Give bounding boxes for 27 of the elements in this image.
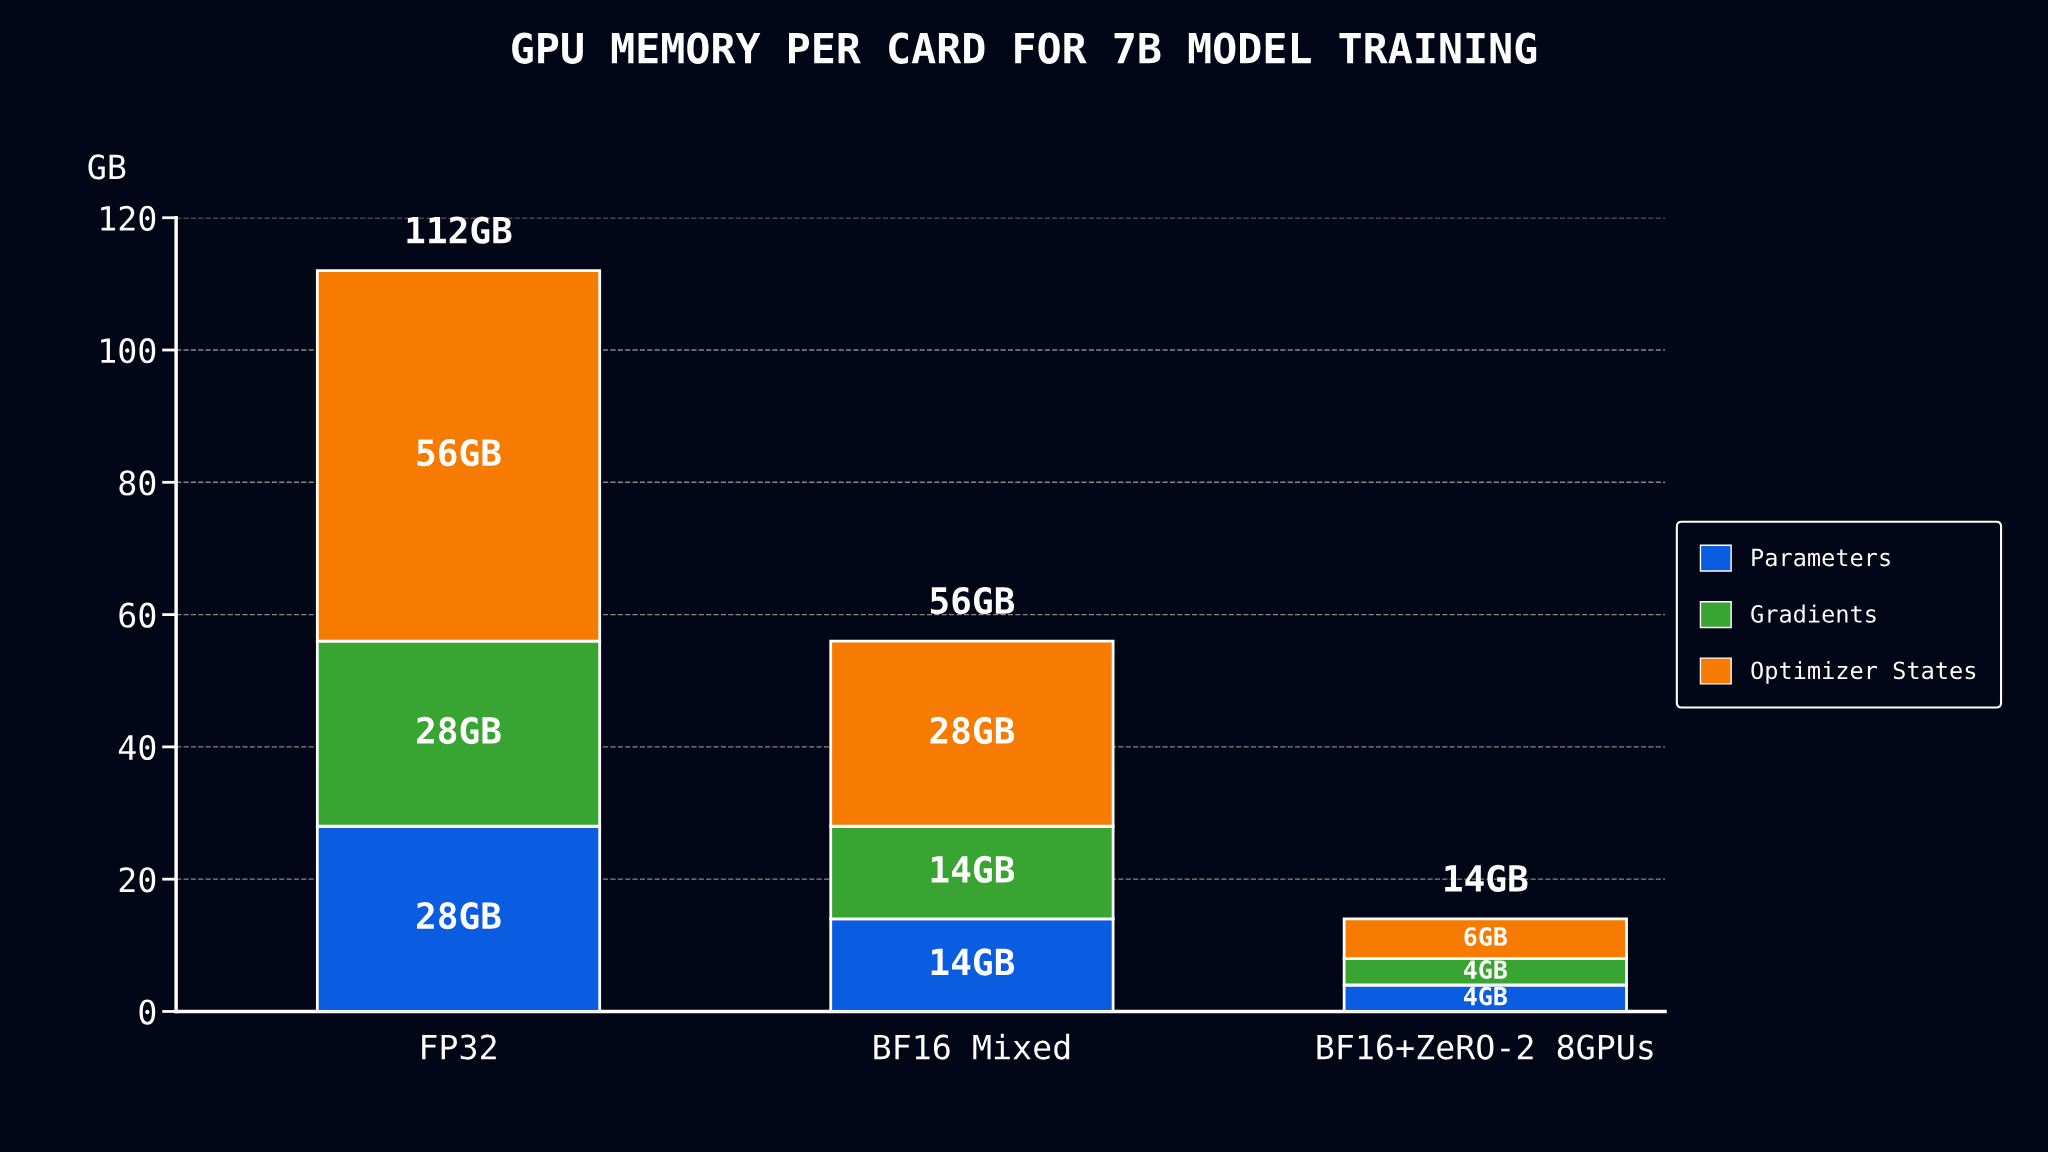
chart-title: GPU MEMORY PER CARD FOR 7B MODEL TRAINING (512, 32, 1537, 64)
total-label: 14GB (1445, 864, 1528, 893)
data-label: 56GB (417, 439, 501, 467)
data-label: 6GB (1464, 927, 1507, 946)
y-tick-label: 120 (101, 205, 156, 231)
data-label: 4GB (1464, 960, 1507, 980)
data-label: 14GB (931, 948, 1015, 976)
y-tick-label: 60 (119, 602, 156, 628)
y-axis-title: GB (88, 154, 126, 180)
data-label: 28GB (417, 716, 501, 745)
x-tick-label: BF16+ZeRO-2 8GPUs (1317, 1034, 1653, 1060)
y-tick-label: 0 (139, 999, 156, 1025)
y-tick-label: 80 (119, 470, 156, 496)
data-label: 4GB (1464, 986, 1507, 1006)
x-tick-label: BF16 Mixed (874, 1033, 1070, 1060)
legend-label: Optimizer States (1751, 660, 1976, 684)
total-label: 112GB (407, 216, 512, 244)
data-label: 28GB (417, 902, 501, 930)
x-tick-label: FP32 (422, 1034, 496, 1060)
y-tick-label: 20 (119, 867, 156, 893)
legend-label: Gradients (1751, 604, 1876, 623)
legend-label: Parameters (1752, 548, 1890, 567)
y-tick-label: 100 (101, 338, 156, 364)
data-label: 14GB (931, 855, 1015, 884)
data-label: 28GB (930, 716, 1015, 745)
total-label: 56GB (930, 586, 1015, 615)
y-tick-label: 40 (118, 734, 156, 761)
